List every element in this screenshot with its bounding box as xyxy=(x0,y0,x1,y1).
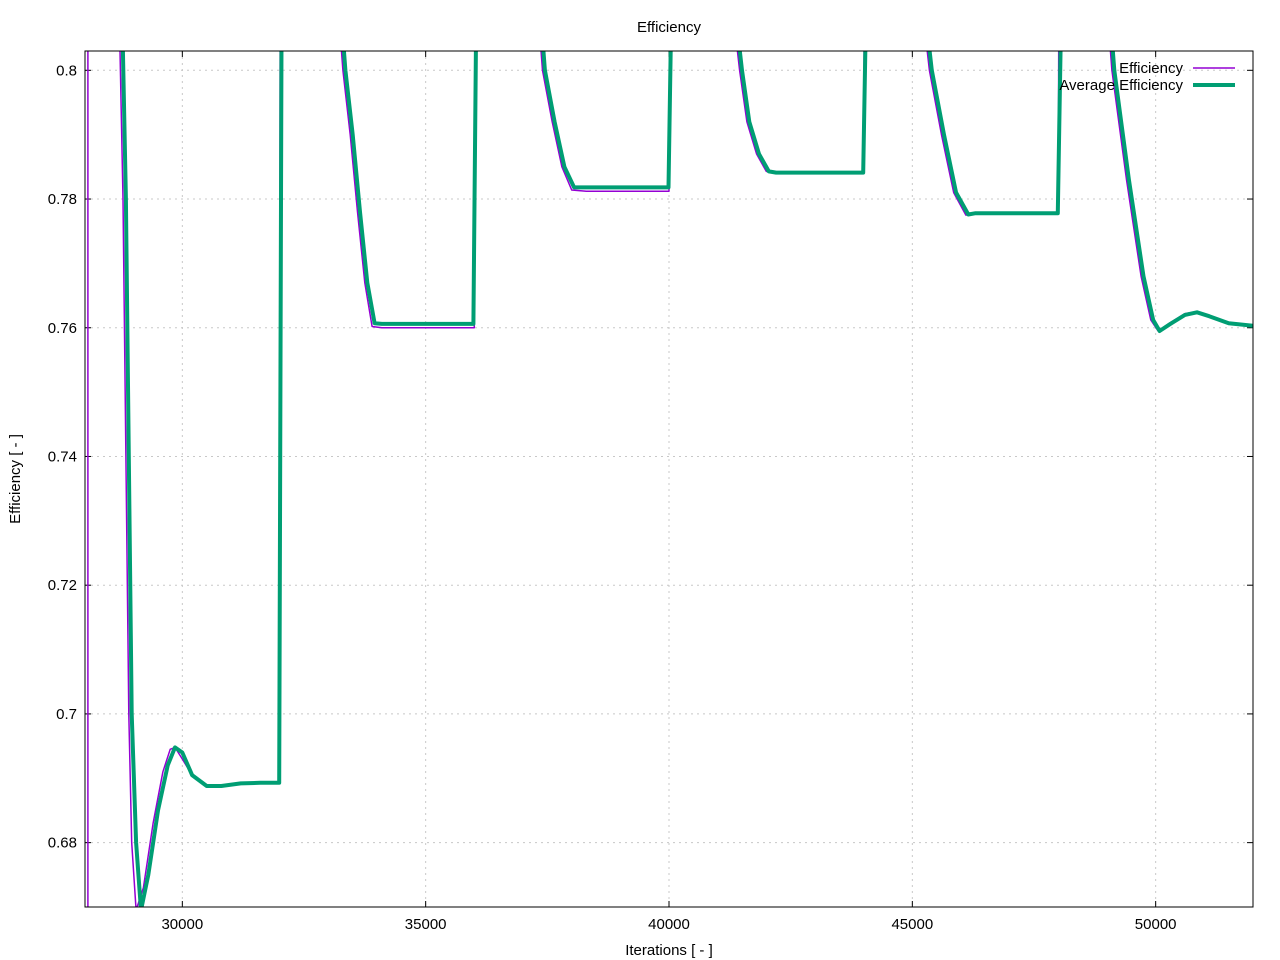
y-tick-label: 0.78 xyxy=(48,191,77,208)
tick-layer: 30000 35000 40000 45000 50000 0.68 0.7 0.72 0.74… xyxy=(48,51,1253,933)
legend-label: Efficiency xyxy=(1119,60,1183,77)
x-tick-label: 45000 xyxy=(891,916,933,933)
y-axis-label: Efficiency [ - ] xyxy=(7,434,24,524)
legend-label: Average Efficiency xyxy=(1059,77,1183,94)
plot-frame xyxy=(84,50,1254,908)
series-line-2 xyxy=(120,51,1253,907)
y-tick-label: 0.74 xyxy=(48,448,77,465)
series-layer xyxy=(87,51,1253,907)
x-tick-label: 35000 xyxy=(405,916,447,933)
y-tick-label: 0.76 xyxy=(48,320,77,337)
x-tick-label: 30000 xyxy=(161,916,203,933)
y-tick-label: 0.7 xyxy=(56,706,77,723)
x-tick-label: 50000 xyxy=(1135,916,1177,933)
series-line-1 xyxy=(87,51,1253,907)
y-tick-label: 0.8 xyxy=(56,62,77,79)
x-axis-label: Iterations [ - ] xyxy=(625,942,713,959)
chart-title: Efficiency xyxy=(637,19,701,36)
y-tick-label: 0.72 xyxy=(48,577,77,594)
y-tick-label: 0.68 xyxy=(48,835,77,852)
x-tick-label: 40000 xyxy=(648,916,690,933)
